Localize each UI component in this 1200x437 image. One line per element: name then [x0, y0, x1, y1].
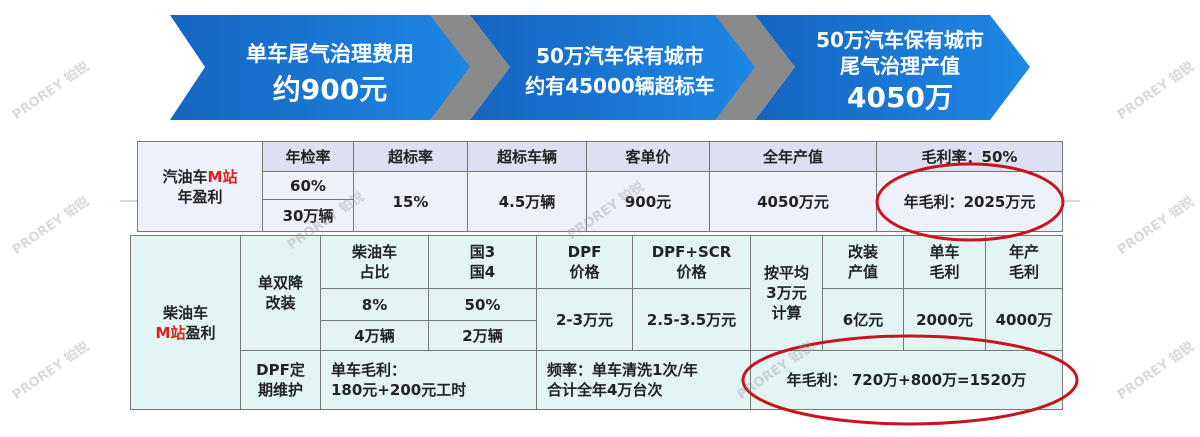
text: 按平均: [763, 264, 809, 282]
text: M站: [207, 167, 238, 186]
header-cell: 客单价: [586, 141, 710, 172]
text: 柴油车: [351, 243, 397, 261]
text: 改装: [847, 243, 878, 261]
cell: 4000万: [985, 288, 1063, 351]
cell: DPF定期维护: [240, 350, 321, 410]
row-label: 柴油车 M站盈利: [130, 235, 241, 410]
header-cell: 超标率: [353, 141, 468, 172]
cell: 按平均 3万元计算: [750, 235, 823, 351]
text: DPF: [567, 243, 602, 261]
text: 毛利: [929, 263, 960, 281]
cell: 2万辆: [428, 320, 537, 351]
banner-text: 约有45000辆超标车: [525, 74, 715, 98]
cell: 2000元: [903, 288, 986, 351]
cell: 频率：单车清洗1次/年 合计全年4万台次: [536, 350, 751, 410]
cell: 60%: [262, 171, 354, 200]
text: 占比: [359, 263, 390, 281]
cell: 单双降 改装: [240, 235, 321, 351]
header-cell: 超标车辆: [467, 141, 587, 172]
cell: 年毛利：2025万元: [876, 171, 1063, 232]
header-cell: DPF+SCR 价格: [632, 235, 751, 289]
header-cell: 柴油车 占比: [320, 235, 429, 289]
banner-text: 约900元: [272, 73, 388, 106]
header-cell: 年产 毛利: [985, 235, 1063, 289]
text: 毛利: [1008, 263, 1039, 281]
text: 180元+200元工时: [331, 381, 467, 399]
header-cell: 国3 国4: [428, 235, 537, 289]
header-cell: 毛利率：50%: [876, 141, 1063, 172]
text: 改装: [265, 294, 296, 312]
banner-text: 50万汽车保有城市: [536, 44, 704, 68]
text: 频率：单车清洗1次/年: [547, 361, 698, 379]
text: 3万元: [766, 284, 807, 302]
cell: 单车毛利： 180元+200元工时: [320, 350, 537, 410]
cell: 4万辆: [320, 320, 429, 351]
text: 价格: [569, 263, 600, 281]
text: 单车: [929, 243, 960, 261]
text: 国3: [469, 243, 496, 261]
cell: 900元: [586, 171, 710, 232]
header-cell: 全年产值: [709, 141, 877, 172]
text: 汽油车: [162, 167, 208, 186]
chevron: [430, 15, 510, 120]
cell: 15%: [353, 171, 468, 232]
text: 价格: [676, 263, 707, 281]
text: 产值: [847, 263, 878, 281]
banner-text: 50万汽车保有城市: [816, 28, 984, 52]
text: 盈利: [185, 323, 216, 342]
header-cell: 单车 毛利: [903, 235, 986, 289]
text: 单车毛利：: [331, 361, 407, 379]
cell: 6亿元: [822, 288, 904, 351]
text: 计算: [771, 304, 802, 322]
text: M站: [155, 323, 186, 342]
text: 国4: [469, 263, 496, 281]
cell: 50%: [428, 288, 537, 321]
cell: 2.5-3.5万元: [632, 288, 751, 351]
row-label: 汽油车M站 年盈利: [137, 141, 263, 232]
cell: 8%: [320, 288, 429, 321]
text: 年盈利: [177, 187, 223, 206]
text: DPF+SCR: [651, 243, 732, 261]
cell: 4050万元: [709, 171, 877, 232]
banner-text: 4050万: [847, 81, 953, 114]
header-cell: DPF 价格: [536, 235, 633, 289]
text: 单双降: [257, 274, 303, 292]
banner: [755, 15, 1030, 120]
text: 年产: [1008, 243, 1039, 261]
banner: [470, 15, 765, 120]
banner: [170, 15, 480, 120]
text: 期维护: [257, 381, 303, 399]
text: DPF定: [256, 361, 305, 379]
banner-text: 单车尾气治理费用: [246, 42, 414, 66]
banner-text: 尾气治理产值: [840, 54, 960, 78]
text: 合计全年4万台次: [547, 381, 663, 399]
header-cell: 改装 产值: [822, 235, 904, 289]
header-cell: 年检率: [262, 141, 354, 172]
chevron: [715, 15, 795, 120]
cell: 4.5万辆: [467, 171, 587, 232]
text: 柴油车: [162, 303, 208, 322]
cell: 2-3万元: [536, 288, 633, 351]
